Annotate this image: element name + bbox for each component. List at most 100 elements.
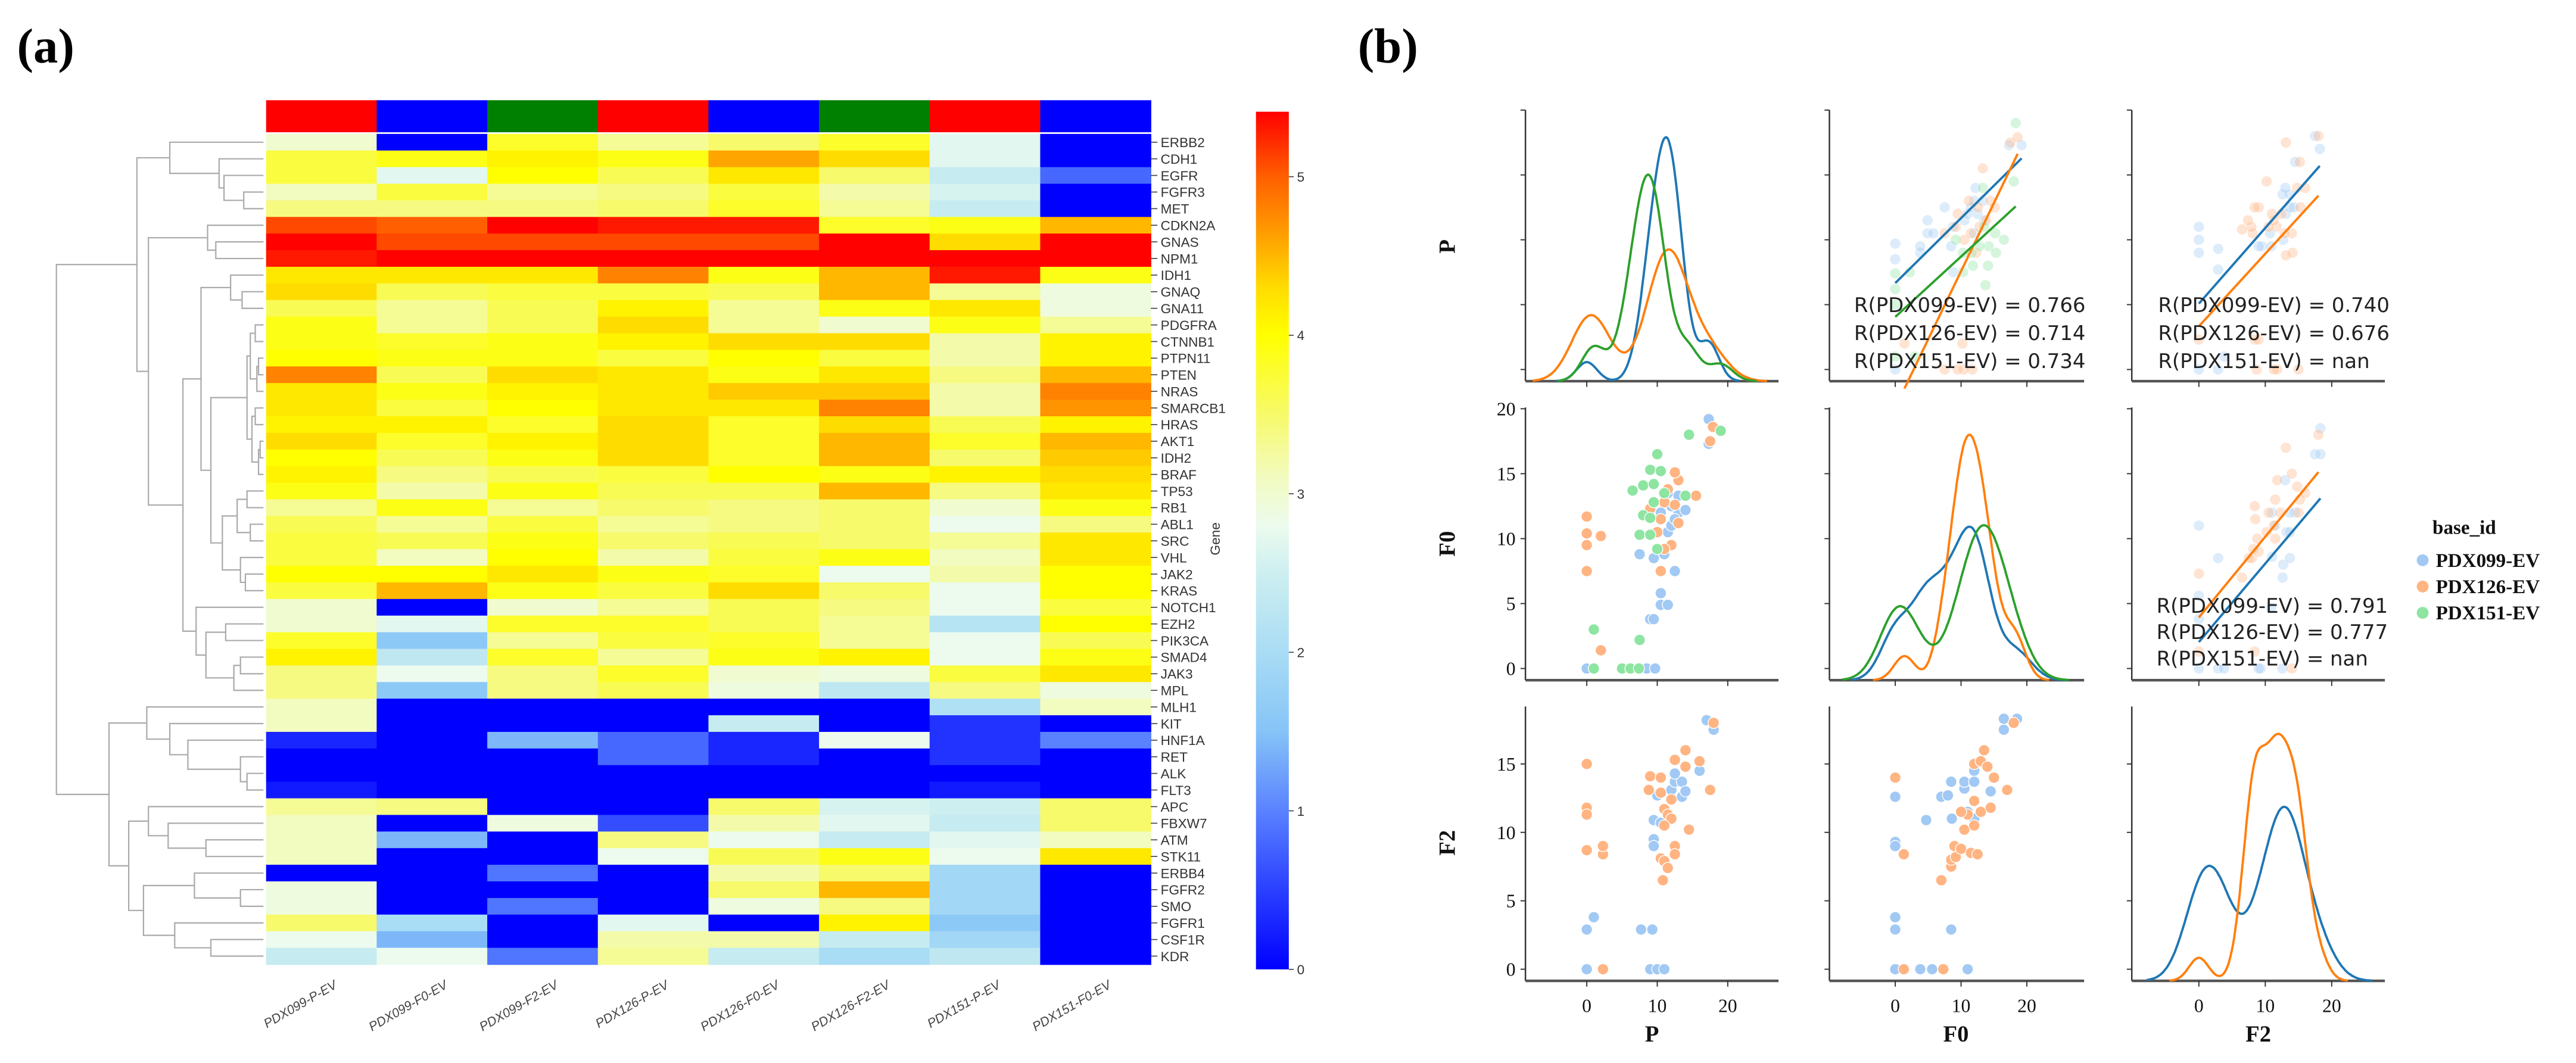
- heatmap-cell: [266, 881, 378, 899]
- scatter-point: [1938, 363, 1951, 376]
- scatter-point: [1665, 793, 1678, 806]
- column-group-annotation: [1040, 100, 1151, 133]
- heatmap-cell: [597, 350, 709, 367]
- heatmap-cell: [266, 183, 378, 201]
- heatmap-cell: [487, 848, 599, 865]
- heatmap-cell: [929, 931, 1041, 949]
- heatmap-cell: [819, 682, 930, 700]
- scatter-point: [1644, 512, 1656, 524]
- heatmap-cell: [597, 582, 709, 600]
- gene-label: FGFR2: [1161, 883, 1205, 897]
- scatter-point: [2236, 571, 2248, 584]
- heatmap-ylabel: Gene: [1208, 522, 1223, 555]
- heatmap-cell: [819, 649, 930, 666]
- scatter-point: [2218, 350, 2231, 363]
- scatter-point: [1637, 479, 1649, 492]
- scatter-point: [2309, 448, 2322, 460]
- heatmap-cell: [597, 947, 709, 965]
- heatmap-cell: [266, 233, 378, 251]
- scatter-point: [1889, 298, 1902, 311]
- heatmap-cell: [708, 615, 820, 633]
- pair-plot: 0 5 10 15 20 0 10 20 0 5 10 15 0 10 20 0 10 20: [1497, 109, 2385, 1016]
- scatter-point: [1581, 923, 1593, 936]
- heatmap-cell: [597, 250, 709, 267]
- heatmap-cell: [708, 449, 820, 467]
- heatmap-cell: [266, 781, 378, 799]
- scatter-point: [2276, 188, 2289, 201]
- scatter-point: [2279, 182, 2291, 194]
- heatmap-cell: [597, 931, 709, 949]
- heatmap-cell: [487, 615, 599, 633]
- kde-curve: [1558, 173, 1757, 382]
- heatmap-cell: [597, 598, 709, 616]
- heatmap-cell: [929, 300, 1041, 317]
- scatter-point: [1656, 874, 1669, 887]
- heatmap-cell: [266, 549, 378, 566]
- heatmap-cell: [266, 333, 378, 351]
- scatter-point: [2285, 227, 2298, 239]
- panel-F0-vs-F0: [1824, 407, 2085, 686]
- heatmap-cell: [266, 283, 378, 301]
- scatter-point: [1581, 757, 1593, 770]
- heatmap-cell: [929, 881, 1041, 899]
- heatmap-cell: [929, 283, 1041, 301]
- heatmap-cell: [487, 416, 599, 434]
- heatmap-cell: [266, 947, 378, 965]
- regression-line: [2198, 195, 2319, 328]
- gene-label: SRC: [1161, 534, 1189, 548]
- heatmap-cell: [597, 366, 709, 384]
- gene-label: MET: [1161, 202, 1189, 217]
- heatmap-cell: [929, 200, 1041, 218]
- heatmap-cell: [266, 532, 378, 550]
- heatmap-cell: [819, 897, 930, 915]
- heatmap-cell: [487, 566, 599, 583]
- scatter-point: [1982, 240, 1995, 252]
- heatmap-cell: [376, 798, 488, 816]
- heatmap-cell: [376, 665, 488, 683]
- heatmap-cell: [376, 516, 488, 534]
- heatmap-cell: [376, 632, 488, 650]
- scatter-point: [2292, 506, 2305, 519]
- heatmap-cell: [266, 582, 378, 600]
- scatter-point: [1949, 220, 1962, 233]
- scatter-point: [2262, 506, 2275, 519]
- heatmap-cell: [1040, 765, 1151, 783]
- heatmap-cell: [487, 865, 599, 882]
- heatmap-cell: [597, 183, 709, 201]
- heatmap-cell: [1040, 482, 1151, 500]
- heatmap-cell: [266, 366, 378, 384]
- heatmap-cell: [487, 947, 599, 965]
- heatmap-cell: [376, 615, 488, 633]
- scatter-point: [2247, 227, 2259, 239]
- panel-P-vs-F0: [1824, 109, 2085, 387]
- heatmap-cell: [1040, 466, 1151, 484]
- y-tick-label: 5: [1506, 891, 1516, 912]
- heatmap-cell: [266, 798, 378, 816]
- heatmap-cell: [708, 516, 820, 534]
- scatter-point: [2260, 526, 2273, 538]
- heatmap-cell: [1040, 831, 1151, 849]
- heatmap-cell: [929, 183, 1041, 201]
- legend-label-pdx151: PDX151-EV: [2436, 603, 2540, 624]
- heatmap-cell: [597, 416, 709, 434]
- scatter-point: [1961, 963, 1974, 975]
- heatmap-cell: [708, 781, 820, 799]
- heatmap-cell: [266, 499, 378, 517]
- scatter-point: [2248, 646, 2261, 658]
- x-tick-label: 10: [2256, 995, 2275, 1016]
- heatmap-cell: [376, 815, 488, 833]
- heatmap-cell: [266, 598, 378, 616]
- annot-f2-f0-pdx099: R(PDX099-EV) = 0.791: [2157, 595, 2388, 618]
- annot-f2-p-pdx126: R(PDX126-EV) = 0.676: [2158, 322, 2390, 345]
- scatter-point: [2312, 130, 2325, 142]
- scatter-point: [2242, 214, 2254, 227]
- heatmap-cell: [708, 532, 820, 550]
- heatmap-cell: [597, 649, 709, 666]
- scatter-point: [2253, 333, 2265, 346]
- scatter-point: [1889, 923, 1902, 936]
- heatmap-cell: [708, 333, 820, 351]
- heatmap-cell: [487, 366, 599, 384]
- heatmap-cell: [819, 400, 930, 417]
- heatmap-cell: [1040, 649, 1151, 666]
- scatter-point: [1945, 775, 1958, 788]
